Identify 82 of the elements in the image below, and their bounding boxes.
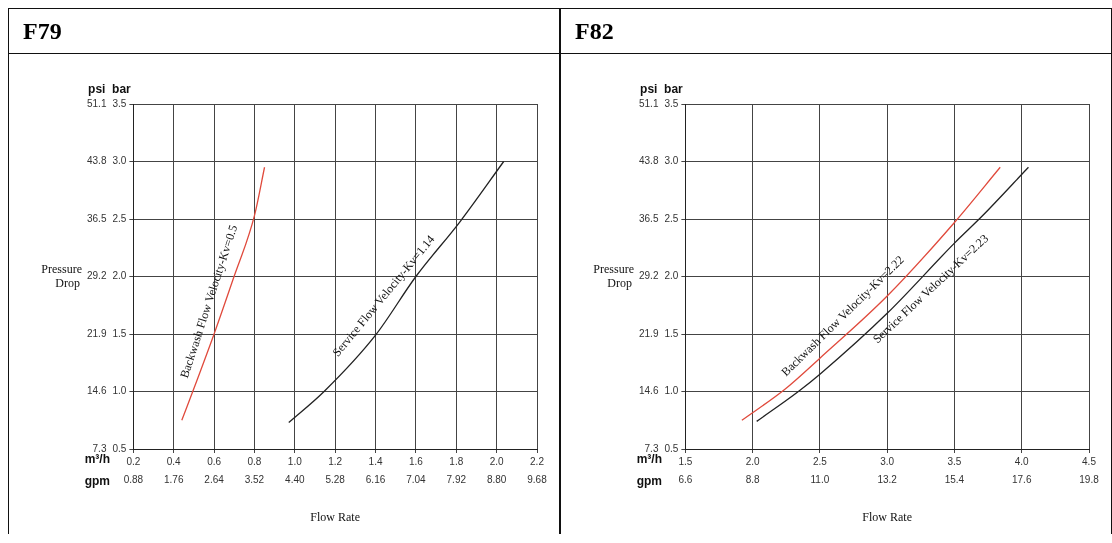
line-series (288, 160, 505, 424)
y2-tick-label: 43.8 (86, 155, 107, 167)
y-axis-title: bar (112, 82, 132, 97)
y-tick-label: 2.5 (112, 212, 127, 224)
x2-tick-label: 8.80 (486, 473, 507, 485)
x2-tick-label: 13.2 (877, 473, 898, 485)
x-tick-label: 0.4 (166, 455, 182, 467)
x2-tick-label: 6.6 (678, 473, 693, 485)
y2-tick-label: 21.9 (638, 327, 659, 339)
y-tick-label: 3.0 (112, 155, 127, 167)
x-tick-label: 0.8 (247, 455, 262, 467)
text: Flow Rate (862, 510, 913, 525)
text: Pressure Drop (593, 261, 634, 290)
x2-tick-label: 5.28 (325, 473, 346, 485)
y2-tick-label: 21.9 (86, 327, 107, 339)
y2-tick-label: 36.5 (86, 212, 107, 224)
y-tick-label: 1.0 (664, 385, 679, 397)
x-tick-label: 0.6 (207, 455, 222, 467)
text: Flow Rate (310, 510, 361, 525)
x2-tick-label: 17.6 (1011, 473, 1032, 485)
x2-tick-label: 4.40 (285, 473, 305, 485)
x2-tick-label: 8.8 (745, 473, 761, 485)
y-tick-label: 3.5 (664, 97, 679, 109)
x2-tick-label: 19.8 (1079, 473, 1100, 485)
y2-tick-label: 14.6 (638, 385, 659, 397)
x-tick-label: 2.0 (489, 455, 505, 467)
y-tick-label: 1.0 (112, 385, 127, 397)
y-tick-label: 1.5 (112, 327, 127, 339)
x2-tick-label: 11.0 (810, 473, 830, 485)
x-tick-label: 1.5 (678, 455, 693, 467)
x-tick-label: 1.6 (408, 455, 424, 467)
y-tick-label: 0.5 (112, 442, 127, 454)
x-tick-label: 4.5 (1082, 455, 1097, 467)
y2-tick-label: 43.8 (638, 155, 659, 167)
line-series (741, 166, 1001, 421)
y2-tick-label: 14.6 (86, 385, 107, 397)
y2-tick-label: 29.2 (86, 270, 107, 282)
y2-tick-label: 29.2 (638, 270, 659, 282)
y-tick-label: 0.5 (664, 442, 679, 454)
x-tick-label: 2.5 (812, 455, 828, 467)
y-tick-label: 2.0 (112, 270, 127, 282)
x-tick-label: 1.2 (328, 455, 343, 467)
y-tick-label: 3.5 (112, 97, 127, 109)
x-tick-label: 1.4 (368, 455, 383, 467)
x2-axis-title: gpm (636, 474, 662, 489)
y-tick-label: 3.0 (664, 155, 679, 167)
x-tick-label: 3.5 (947, 455, 962, 467)
y2-tick-label: 51.1 (638, 97, 659, 109)
y-tick-label: 2.0 (664, 270, 679, 282)
x2-tick-label: 6.16 (365, 473, 386, 485)
x-tick-label: 3.0 (880, 455, 895, 467)
x2-tick-label: 1.76 (163, 473, 184, 485)
x-tick-label: 0.2 (126, 455, 141, 467)
y2-tick-label: 51.1 (86, 97, 107, 109)
y2-tick-label: 36.5 (638, 212, 659, 224)
y-tick-label: 1.5 (664, 327, 679, 339)
y2-axis-title: psi (640, 82, 658, 97)
x-tick-label: 2.2 (530, 455, 545, 467)
chart-title: F82 (561, 8, 1111, 54)
x-axis-title: m³/h (636, 452, 662, 467)
x-tick-label: 1.8 (449, 455, 464, 467)
line-series (756, 166, 1030, 423)
line-series (181, 166, 266, 421)
y2-tick-label: 7.3 (92, 442, 107, 454)
x2-tick-label: 15.4 (944, 473, 965, 485)
x2-axis-title: gpm (84, 474, 110, 489)
x2-tick-label: 0.88 (123, 473, 144, 485)
x-tick-label: 4.0 (1014, 455, 1030, 467)
x2-tick-label: 2.64 (204, 473, 225, 485)
x-axis-title: m³/h (84, 452, 110, 467)
chart-title: F79 (9, 8, 559, 54)
text: Pressure Drop (41, 261, 82, 290)
x2-tick-label: 7.04 (406, 473, 427, 485)
x2-tick-label: 7.92 (446, 473, 467, 485)
x2-tick-label: 3.52 (244, 473, 265, 485)
y2-tick-label: 7.3 (644, 442, 659, 454)
x2-tick-label: 9.68 (527, 473, 548, 485)
y-axis-title: bar (664, 82, 684, 97)
x-tick-label: 1.0 (287, 455, 303, 467)
x-tick-label: 2.0 (745, 455, 761, 467)
y-tick-label: 2.5 (664, 212, 679, 224)
y2-axis-title: psi (88, 82, 106, 97)
